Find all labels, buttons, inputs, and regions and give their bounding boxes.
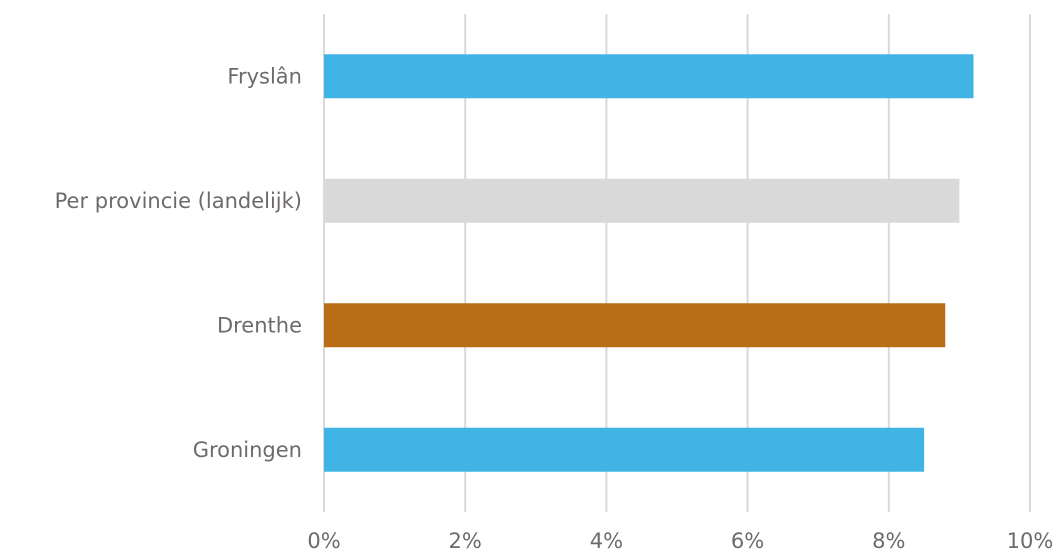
- bar: [324, 427, 925, 472]
- bars: [324, 54, 974, 472]
- bar: [324, 54, 974, 99]
- category-labels: Fryslân Per provincie (landelijk) Drenthe G…: [55, 64, 302, 462]
- x-tick-label: 6%: [731, 529, 764, 553]
- x-tick-label: 2%: [449, 529, 482, 553]
- category-label: Per provincie (landelijk): [55, 189, 302, 213]
- x-tick-label: 10%: [1007, 529, 1054, 553]
- x-tick-label: 4%: [590, 529, 623, 553]
- x-tick-label: 0%: [307, 529, 340, 553]
- x-axis-tick-labels: 0% 2% 4% 6% 8% 10%: [307, 529, 1053, 553]
- category-label: Groningen: [193, 438, 302, 462]
- category-label: Fryslân: [227, 64, 302, 88]
- category-label: Drenthe: [217, 313, 302, 337]
- x-tick-label: 8%: [872, 529, 905, 553]
- bar: [324, 303, 946, 348]
- bar: [324, 178, 960, 223]
